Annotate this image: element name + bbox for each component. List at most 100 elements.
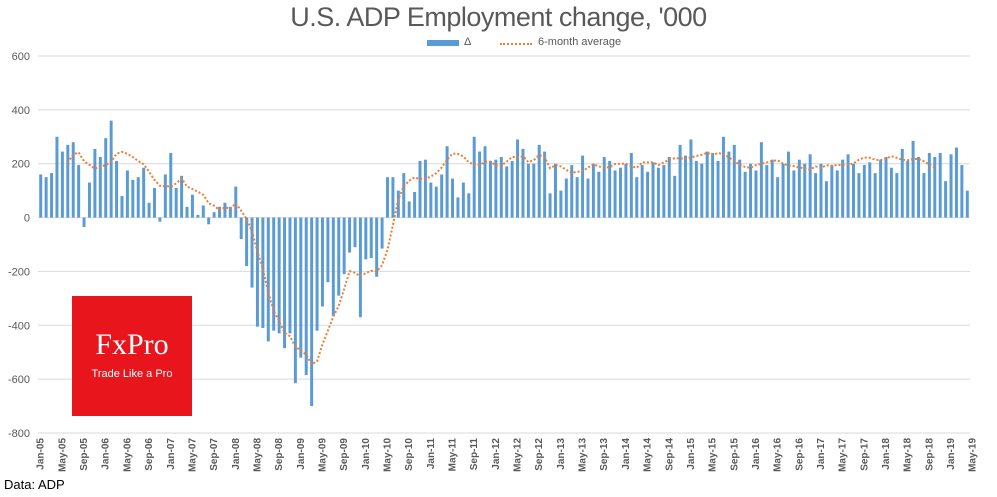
bar — [326, 217, 330, 283]
bar — [689, 139, 693, 218]
x-tick-label: May-14 — [643, 438, 654, 472]
x-tick-label: Jan-11 — [426, 438, 437, 470]
bar — [906, 161, 910, 218]
bar — [163, 174, 167, 218]
bar — [716, 161, 720, 218]
y-tick-label: 200 — [12, 159, 30, 171]
y-tick-label: 400 — [12, 105, 30, 117]
bar — [510, 161, 514, 218]
bar — [87, 182, 91, 218]
bar — [180, 175, 184, 218]
x-tick-label: Jan-07 — [166, 438, 177, 470]
x-tick-label: Sep-17 — [859, 438, 870, 471]
bar — [694, 161, 698, 218]
bar — [819, 163, 823, 218]
bar — [147, 202, 151, 218]
bar — [938, 152, 942, 218]
y-axis-labels: 600 400 200 0 -200 -400 -600 -800 — [8, 51, 30, 440]
bar — [624, 163, 628, 218]
x-tick-label: Sep-14 — [664, 438, 675, 471]
bar — [662, 165, 666, 218]
bar — [564, 178, 568, 218]
x-tick-label: Sep-10 — [404, 438, 415, 471]
bar — [814, 173, 818, 218]
bar — [532, 163, 536, 218]
x-tick-label: Jan-12 — [491, 438, 502, 470]
x-tick-label: Sep-06 — [144, 438, 155, 471]
y-tick-label: 0 — [24, 213, 30, 225]
bar — [553, 163, 557, 218]
data-source-note: Data: ADP — [4, 477, 65, 492]
legend-line-swatch — [500, 43, 532, 45]
bar — [60, 151, 64, 218]
bar — [82, 217, 86, 227]
bar — [505, 166, 509, 218]
bar — [169, 152, 173, 218]
bar — [960, 165, 964, 218]
bar — [434, 186, 438, 218]
bar — [808, 154, 812, 218]
x-tick-label: May-17 — [838, 438, 849, 472]
bar — [591, 163, 595, 218]
bar — [451, 178, 455, 218]
bar — [629, 152, 633, 218]
bar — [862, 165, 866, 218]
bar — [889, 167, 893, 218]
bar — [391, 177, 395, 218]
bar — [868, 162, 872, 218]
bar — [754, 170, 758, 218]
bar — [711, 152, 715, 218]
bar — [407, 201, 411, 218]
bar — [656, 167, 660, 218]
bar — [597, 171, 601, 218]
x-tick-label: Sep-16 — [794, 438, 805, 471]
bar — [635, 177, 639, 218]
bar — [77, 165, 81, 218]
bar — [922, 173, 926, 218]
x-tick-label: May-11 — [448, 438, 459, 472]
bar — [125, 170, 129, 218]
bar — [640, 165, 644, 218]
x-tick-label: Jan-10 — [361, 438, 372, 470]
bar — [759, 142, 763, 218]
bar — [456, 197, 460, 218]
bar — [261, 217, 265, 328]
y-tick-label: -800 — [8, 428, 30, 440]
bar — [255, 217, 259, 327]
bar — [207, 217, 211, 225]
bar — [797, 159, 801, 218]
y-tick-label: -600 — [8, 374, 30, 386]
logo-tagline: Trade Like a Pro — [91, 368, 173, 380]
bar — [781, 163, 785, 218]
bar — [770, 159, 774, 218]
bar — [277, 217, 281, 334]
x-tick-label: Jan-19 — [946, 438, 957, 470]
bar — [55, 136, 59, 218]
bar — [331, 217, 335, 316]
bar — [104, 138, 108, 218]
bar — [651, 162, 655, 218]
x-tick-label: Sep-08 — [274, 438, 285, 471]
bar — [749, 163, 753, 218]
bar — [944, 181, 948, 218]
bar — [608, 161, 612, 218]
x-tick-label: Sep-05 — [79, 438, 90, 471]
bar — [266, 217, 270, 342]
bar — [933, 156, 937, 218]
bar — [927, 152, 931, 218]
x-tick-label: May-10 — [383, 438, 394, 472]
bar — [348, 217, 352, 253]
x-tick-label: May-07 — [187, 438, 198, 472]
bar — [299, 217, 303, 358]
bar — [835, 170, 839, 218]
bar — [700, 163, 704, 218]
y-tick-label: 600 — [12, 51, 30, 63]
bar — [115, 161, 119, 218]
x-tick-label: May-06 — [122, 438, 133, 472]
bar — [386, 177, 389, 218]
bar — [109, 120, 113, 218]
bar — [342, 217, 346, 275]
x-tick-label: May-05 — [57, 438, 68, 472]
x-tick-label: Sep-18 — [924, 438, 935, 471]
bar — [245, 217, 249, 267]
